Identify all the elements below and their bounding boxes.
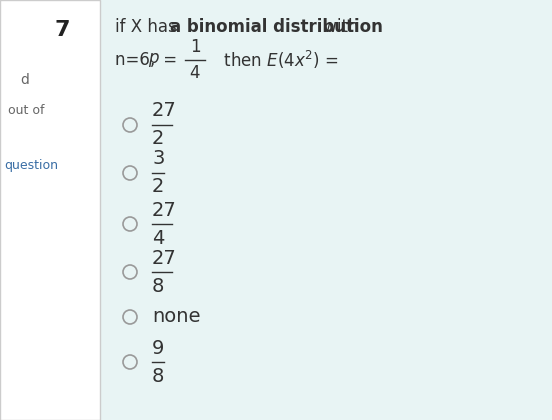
Bar (0, 0, 100, 420)
Text: then $E(4x^2)$ =: then $E(4x^2)$ = (213, 49, 339, 71)
Text: $p$: $p$ (148, 51, 160, 69)
Text: 3: 3 (152, 150, 164, 168)
Text: 27: 27 (152, 249, 177, 268)
Text: 2: 2 (152, 178, 164, 197)
Text: with: with (318, 18, 358, 36)
Text: 4: 4 (190, 64, 200, 82)
Text: d: d (20, 73, 29, 87)
Text: 8: 8 (152, 367, 164, 386)
Text: question: question (4, 158, 58, 171)
Text: n=6,: n=6, (115, 51, 161, 69)
Text: 27: 27 (152, 102, 177, 121)
Text: 8: 8 (152, 276, 164, 296)
Text: =: = (158, 51, 182, 69)
Text: 27: 27 (152, 200, 177, 220)
Text: 7: 7 (55, 20, 71, 40)
Text: 4: 4 (152, 228, 164, 247)
Text: 2: 2 (152, 129, 164, 149)
Text: none: none (152, 307, 200, 326)
Text: if X has: if X has (115, 18, 182, 36)
Text: out of: out of (8, 103, 45, 116)
Text: 9: 9 (152, 339, 164, 357)
Text: 1: 1 (190, 38, 200, 56)
Text: a binomial distribution: a binomial distribution (170, 18, 383, 36)
